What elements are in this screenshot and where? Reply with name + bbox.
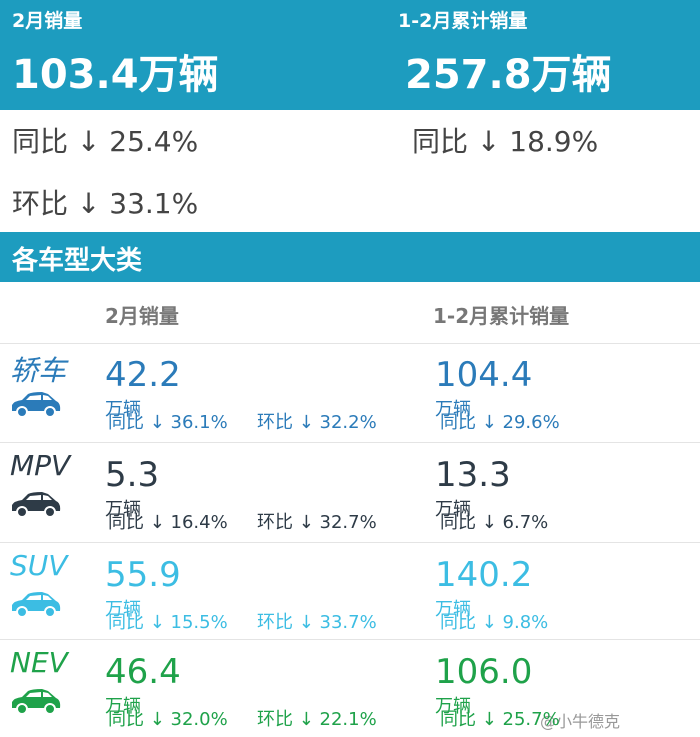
yoy: 同比 ↓ 36.1% — [108, 412, 228, 433]
month-value: 5.3 万辆 — [105, 455, 159, 521]
watermark: @小牛德克 — [540, 712, 621, 731]
section-title: 各车型大类 — [12, 246, 143, 276]
total-value: 106.0 万辆 — [435, 652, 532, 718]
yoy: 同比 ↓ 15.5% — [108, 612, 228, 633]
value-number: 46.4 — [105, 652, 181, 692]
month-value: 42.2 万辆 — [105, 355, 181, 421]
separator — [0, 639, 700, 640]
total-value: 140.2 万辆 — [435, 555, 532, 621]
value-unit: 万辆 — [105, 399, 141, 420]
value-number: 42.2 — [105, 355, 181, 395]
value-unit: 万辆 — [435, 696, 471, 717]
month-value: 55.9 万辆 — [105, 555, 181, 621]
total-value: 13.3 万辆 — [435, 455, 511, 521]
yoy: 同比 ↓ 6.7% — [440, 512, 549, 533]
value-unit: 万辆 — [105, 696, 141, 717]
separator — [0, 442, 700, 443]
value-number: 104.4 — [435, 355, 533, 395]
yoy: 同比 ↓ 25.7% — [440, 709, 560, 730]
value-unit: 万辆 — [435, 499, 471, 520]
yoy: 同比 ↓ 32.0% — [108, 709, 228, 730]
yoy: 同比 ↓ 16.4% — [108, 512, 228, 533]
value-number: 106.0 — [435, 652, 533, 692]
car-icon-svg — [12, 689, 61, 715]
separator — [0, 542, 700, 543]
yoy: 同比 ↓ 29.6% — [440, 412, 560, 433]
category-name: 轿车 — [10, 354, 67, 387]
header-label: 1-2月累计销量 — [398, 10, 528, 32]
car-icon-svg — [12, 392, 61, 418]
category-name: NEV — [10, 646, 68, 679]
yoy: 同比 ↓ 18.9% — [412, 125, 599, 158]
yoy: 同比 ↓ 25.4% — [12, 125, 199, 158]
value-unit: 万辆 — [105, 499, 141, 520]
mom: 环比 ↓ 22.1% — [257, 709, 377, 730]
car-icon-svg — [12, 492, 61, 518]
month-value: 46.4 万辆 — [105, 652, 181, 718]
header-value: 103.4万辆 — [12, 52, 219, 98]
category-name: MPV — [10, 449, 71, 482]
column-header: 1-2月累计销量 — [433, 304, 570, 328]
header-band — [0, 0, 700, 110]
car-icon — [8, 591, 62, 623]
header-label: 2月销量 — [12, 10, 83, 32]
value-unit: 万辆 — [435, 599, 471, 620]
mom: 环比 ↓ 32.2% — [257, 412, 377, 433]
mom: 环比 ↓ 33.1% — [12, 187, 199, 220]
value-number: 5.3 — [105, 455, 160, 495]
header-value: 257.8万辆 — [405, 52, 612, 98]
separator — [0, 343, 700, 344]
value-number: 55.9 — [105, 555, 181, 595]
value-number: 13.3 — [435, 455, 511, 495]
car-icon — [8, 491, 62, 523]
section-band — [0, 232, 700, 282]
car-icon — [8, 391, 62, 423]
category-name: SUV — [10, 549, 68, 582]
value-unit: 万辆 — [105, 599, 141, 620]
yoy: 同比 ↓ 9.8% — [440, 612, 549, 633]
total-value: 104.4 万辆 — [435, 355, 532, 421]
value-unit: 万辆 — [435, 399, 471, 420]
car-icon-svg — [12, 592, 61, 618]
value-number: 140.2 — [435, 555, 533, 595]
car-icon — [8, 688, 62, 720]
mom: 环比 ↓ 32.7% — [257, 512, 377, 533]
mom: 环比 ↓ 33.7% — [257, 612, 377, 633]
column-header: 2月销量 — [105, 304, 179, 328]
